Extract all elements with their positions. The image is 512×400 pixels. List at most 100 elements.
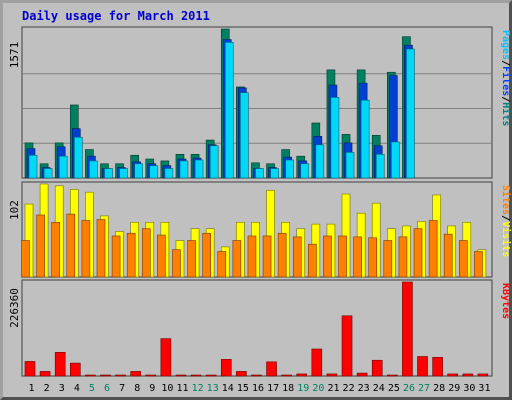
bar-kbytes-day-23 — [356, 372, 368, 377]
bar-sites-day-20 — [308, 243, 317, 278]
x-tick-day-27: 27 — [418, 383, 430, 394]
bar-kbytes-day-26 — [402, 281, 413, 377]
x-tick-day-11: 11 — [176, 383, 188, 394]
bar-pages-day-20 — [315, 144, 325, 179]
bar-sites-day-12 — [187, 240, 196, 278]
bar-kbytes-day-25 — [387, 374, 398, 377]
bar-sites-day-29 — [443, 233, 453, 278]
x-tick-day-24: 24 — [373, 383, 385, 394]
x-tick-day-4: 4 — [74, 383, 80, 394]
bar-kbytes-day-2 — [39, 371, 51, 377]
bar-kbytes-day-9 — [145, 374, 157, 377]
x-tick-day-31: 31 — [478, 383, 490, 394]
bar-pages-day-2 — [43, 168, 53, 179]
bar-sites-day-28 — [428, 220, 438, 278]
x-tick-day-6: 6 — [104, 383, 110, 394]
x-tick-day-15: 15 — [237, 383, 249, 394]
x-tick-day-8: 8 — [134, 383, 140, 394]
bar-pages-day-1 — [28, 154, 38, 179]
bar-pages-day-26 — [406, 48, 415, 179]
bar-sites-day-8 — [126, 232, 136, 278]
x-tick-day-10: 10 — [161, 383, 173, 394]
legend-item: / — [500, 96, 511, 102]
legend-item: Pages — [500, 30, 511, 60]
bar-kbytes-day-10 — [160, 338, 172, 377]
bar-kbytes-day-27 — [417, 356, 428, 377]
bar-kbytes-day-1 — [24, 361, 36, 377]
x-tick-day-21: 21 — [327, 383, 339, 394]
bar-pages-day-18 — [285, 159, 294, 179]
legend-item: / — [500, 215, 511, 221]
bar-pages-day-25 — [391, 141, 400, 179]
x-tick-day-19: 19 — [297, 383, 309, 394]
x-tick-day-13: 13 — [207, 383, 219, 394]
bar-sites-day-14 — [217, 251, 227, 278]
x-tick-day-16: 16 — [252, 383, 264, 394]
chart-title: Daily usage for March 2011 — [22, 9, 210, 23]
bar-kbytes-day-7 — [115, 374, 126, 377]
bar-kbytes-day-11 — [175, 374, 187, 377]
bar-pages-day-23 — [360, 99, 370, 179]
bar-kbytes-day-20 — [311, 348, 323, 377]
bar-sites-day-16 — [247, 235, 257, 278]
bar-pages-day-13 — [209, 145, 219, 179]
bar-sites-day-10 — [157, 234, 166, 278]
bar-sites-day-13 — [202, 232, 211, 278]
x-tick-day-9: 9 — [149, 383, 155, 394]
bar-kbytes-day-22 — [341, 315, 353, 377]
bar-pages-day-8 — [134, 163, 143, 179]
max-label-kbytes: 226360 — [8, 288, 21, 328]
bar-sites-day-7 — [111, 235, 121, 278]
panel-traffic: 1571 Pages/Files/Hits — [8, 26, 512, 179]
bar-kbytes-day-31 — [477, 373, 489, 377]
bar-pages-day-7 — [119, 168, 128, 179]
bar-sites-day-5 — [81, 220, 91, 278]
bar-kbytes-day-24 — [371, 359, 383, 377]
bar-pages-day-10 — [164, 168, 174, 179]
bar-sites-day-1 — [21, 240, 30, 278]
legend-item: Hits — [500, 102, 512, 126]
bar-kbytes-day-12 — [190, 374, 202, 377]
bar-sites-day-22 — [338, 235, 347, 278]
legend-visits: Sites/Visits — [500, 185, 512, 257]
x-tick-day-18: 18 — [282, 383, 294, 394]
panel-visits: 102 Sites/Visits — [8, 181, 512, 278]
bar-sites-day-9 — [141, 228, 151, 278]
bar-sites-day-27 — [413, 228, 423, 278]
legend-kbytes: KBytes — [500, 283, 511, 319]
bar-sites-day-26 — [398, 236, 408, 278]
panel-kbytes: 226360 KBytes — [8, 279, 511, 377]
x-tick-day-26: 26 — [403, 383, 415, 394]
bar-kbytes-day-8 — [130, 371, 141, 377]
bar-kbytes-day-16 — [251, 374, 262, 377]
bar-sites-day-18 — [277, 232, 287, 278]
bar-sites-day-2 — [36, 214, 45, 278]
bar-kbytes-day-14 — [220, 359, 232, 377]
bar-sites-day-4 — [66, 213, 76, 278]
bar-sites-day-19 — [292, 236, 302, 278]
bar-kbytes-day-21 — [326, 373, 338, 377]
bar-pages-day-16 — [255, 168, 264, 179]
x-tick-day-3: 3 — [59, 383, 65, 394]
legend-item: Visits — [500, 221, 512, 257]
bar-kbytes-day-18 — [281, 374, 292, 377]
bar-pages-day-5 — [89, 160, 98, 179]
bar-sites-day-11 — [172, 249, 181, 278]
bar-kbytes-day-30 — [462, 373, 474, 377]
bar-pages-day-4 — [73, 136, 83, 179]
legend-traffic: Pages/Files/Hits — [500, 30, 512, 126]
x-tick-day-22: 22 — [343, 383, 355, 394]
bar-pages-day-9 — [149, 165, 159, 179]
bar-kbytes-day-19 — [296, 373, 308, 377]
bar-pages-day-24 — [375, 153, 385, 179]
bar-pages-day-14 — [224, 42, 234, 179]
bar-sites-day-25 — [383, 240, 393, 278]
max-label-visits: 102 — [8, 200, 21, 220]
bar-pages-day-21 — [330, 97, 340, 179]
x-tick-day-7: 7 — [119, 383, 125, 394]
bar-sites-day-21 — [323, 235, 332, 278]
legend-item: Files — [500, 66, 512, 96]
panel-background — [21, 279, 493, 377]
bar-pages-day-15 — [240, 92, 249, 179]
